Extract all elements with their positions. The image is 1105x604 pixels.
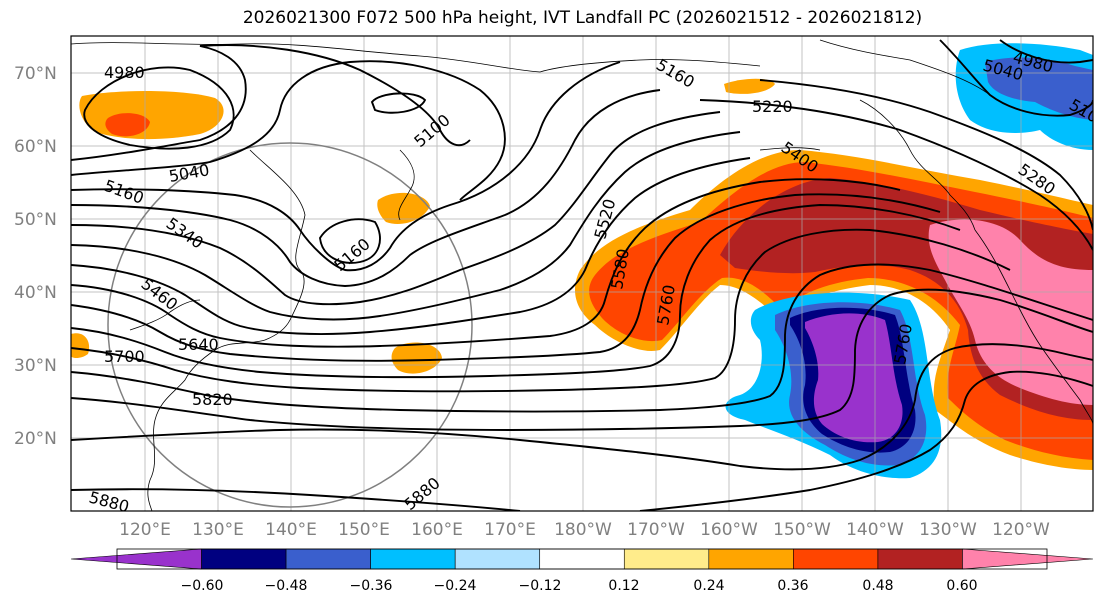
lon-label: 170°W [627,520,685,540]
lat-label: 30°N [14,356,57,376]
lon-label: 130°W [919,520,977,540]
colorbar-cell [793,548,879,570]
contour-line [759,79,1093,231]
ivt-positive-blob [377,192,430,225]
lat-label: 20°N [14,429,57,449]
map-panel: 4980 5040 5100 5160 5160 5160 5220 5280 … [71,36,1093,511]
lon-label: 170°E [484,520,536,540]
map-title: 2026021300 F072 500 hPa height, IVT Land… [242,8,923,28]
contour-line [71,131,741,321]
longitude-labels: 120°E 130°E 140°E 150°E 160°E 170°E 180°… [119,520,1050,540]
colorbar-tick: 0.60 [946,578,977,594]
contour-line [71,61,621,272]
colorbar-cell [962,548,1094,570]
ivt-positive-blob [71,333,90,358]
lat-label: 60°N [14,137,57,157]
contour-line [71,60,506,201]
contour-label: 5820 [192,390,233,409]
contour-line [71,178,901,348]
contour-line [71,89,661,287]
colorbar-tick: −0.12 [519,578,562,594]
coastlines [71,39,1093,511]
contour-line [319,218,381,264]
contour-line [71,488,521,511]
lon-label: 160°E [411,520,463,540]
colorbar-cell [370,548,456,570]
contour-line [699,99,1093,251]
ivt-positive-blob [79,91,224,140]
lat-label: 50°N [14,210,57,230]
colorbar-tick: 0.48 [862,578,893,594]
contour-label: 4980 [104,63,145,82]
contour-label: 5700 [104,347,145,366]
contour-line [71,204,961,379]
lat-label: 70°N [14,64,57,84]
contour-line [71,157,751,335]
lon-label: 140°W [846,520,904,540]
colorbar: −0.60 −0.48 −0.36 −0.24 −0.12 0.12 0.24 … [70,548,1094,594]
contour-line [639,370,1093,511]
lon-label: 140°E [265,520,317,540]
colorbar-cell [454,548,541,570]
colorbar-cell [201,548,287,570]
colorbar-tick: −0.36 [350,578,393,594]
contour-line [71,111,721,306]
contour-line [999,39,1093,64]
lon-label: 180°W [554,520,612,540]
contour-line [370,92,427,114]
contour-line [71,343,1093,471]
ivt-positive-blob [391,342,442,374]
contour-label: 5220 [752,97,793,116]
colorbar-cells [70,548,1094,570]
colorbar-tick: −0.24 [434,578,477,594]
lat-label: 40°N [14,283,57,303]
colorbar-tick: −0.60 [181,578,224,594]
colorbar-tick: 0.12 [608,578,639,594]
lon-label: 150°E [338,520,390,540]
lon-label: 150°W [773,520,831,540]
colorbar-cell [285,548,371,570]
contour-line [71,44,471,161]
colorbar-tick: −0.48 [265,578,308,594]
colorbar-frame [116,548,1048,570]
graticule [71,36,1093,511]
map-frame [70,35,1094,512]
range-circle [107,142,473,508]
lon-label: 160°W [700,520,758,540]
ivt-positive-blob [105,113,150,137]
ivt-shading [71,43,1093,479]
ivt-positive-blob [724,78,775,94]
contour-line [71,228,1011,393]
colorbar-cell [708,548,794,570]
contour-line [83,66,235,150]
contour-line [71,263,1093,413]
colorbar-cell [623,548,710,570]
lon-label: 120°W [992,520,1050,540]
lon-label: 120°E [119,520,171,540]
contour-line [939,39,1093,117]
contour-line [71,288,1093,431]
ivt-positive-core [928,219,1093,405]
contour-label: 5640 [178,335,219,354]
latitude-labels: 70°N 60°N 50°N 40°N 30°N 20°N [14,64,57,449]
height-contours [71,39,1093,511]
colorbar-cell [539,548,625,570]
colorbar-cell [877,548,963,570]
colorbar-tick: 0.36 [777,578,808,594]
colorbar-tick: 0.24 [693,578,724,594]
contour-line [71,193,941,362]
lon-label: 130°E [192,520,244,540]
colorbar-tick-labels: −0.60 −0.48 −0.36 −0.24 −0.12 0.12 0.24 … [181,578,978,594]
colorbar-cell [70,548,202,570]
